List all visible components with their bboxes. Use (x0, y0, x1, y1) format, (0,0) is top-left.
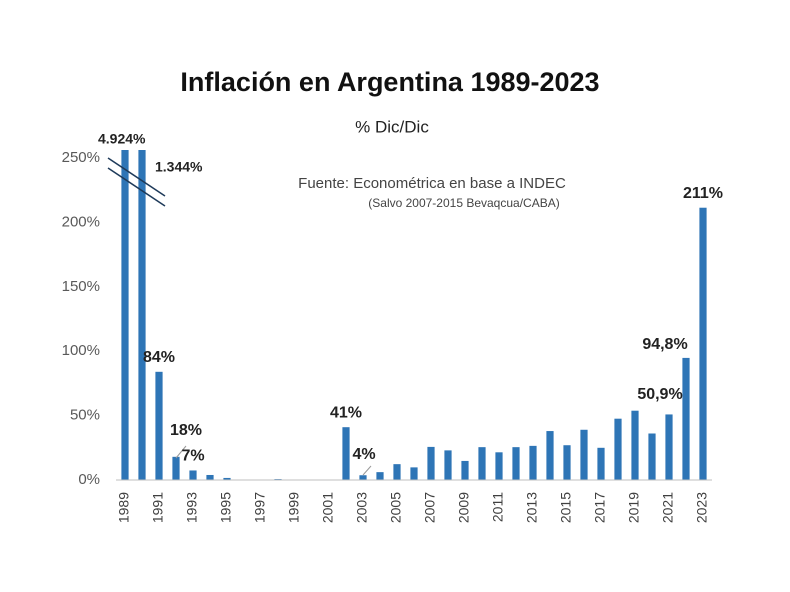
y-tick-label: 100% (62, 342, 100, 359)
x-tick-label: 2015 (558, 492, 574, 523)
bar (155, 371, 163, 480)
bar (631, 410, 639, 480)
source-note: Fuente: Econométrica en base a INDEC (298, 175, 566, 192)
axis-break (107, 157, 166, 197)
data-label: 84% (143, 349, 175, 366)
x-tick-label: 2013 (524, 492, 540, 523)
bar (461, 460, 469, 480)
x-tick-label: 1993 (184, 492, 200, 523)
bar (444, 450, 452, 480)
chart-title: Inflación en Argentina 1989-2023 (180, 67, 599, 97)
x-tick-label: 2001 (320, 492, 336, 523)
bar (512, 447, 520, 480)
x-tick-label: 2003 (354, 492, 370, 523)
plot-area (121, 150, 707, 480)
data-label: 4% (352, 446, 375, 463)
data-label: 41% (330, 404, 362, 421)
bar (546, 431, 554, 480)
x-tick-label: 2019 (626, 492, 642, 523)
bar (206, 474, 214, 480)
x-tick-label: 2017 (592, 492, 608, 523)
x-tick-label: 1991 (150, 492, 166, 523)
data-label: 18% (170, 422, 202, 439)
data-label: 211% (683, 185, 723, 202)
bar (376, 472, 384, 480)
bar (699, 207, 707, 480)
bar (223, 477, 231, 480)
bar (529, 445, 537, 480)
bar (410, 467, 418, 480)
x-tick-label: 2023 (694, 492, 710, 523)
bar (495, 452, 503, 480)
bar (580, 429, 588, 480)
x-tick-label: 2007 (422, 492, 438, 523)
bar (427, 446, 435, 480)
leader-line (175, 445, 187, 459)
x-tick-label: 2005 (388, 492, 404, 523)
x-tick-label: 1995 (218, 492, 234, 523)
bar (342, 427, 350, 480)
chart-subtitle: % Dic/Dic (355, 117, 429, 136)
x-tick-label: 2009 (456, 492, 472, 523)
bar (614, 418, 622, 480)
bar (682, 357, 690, 480)
bar (189, 470, 197, 480)
y-tick-label: 0% (78, 471, 100, 488)
bar (359, 475, 367, 480)
x-tick-label: 1999 (286, 492, 302, 523)
bar (478, 447, 486, 480)
bar (665, 414, 673, 480)
bar (121, 150, 129, 480)
bar (563, 445, 571, 480)
y-tick-label: 150% (62, 278, 100, 295)
axis-break (107, 167, 166, 207)
bar (172, 456, 180, 480)
x-tick-label: 1989 (116, 492, 132, 523)
x-tick-label: 1997 (252, 492, 268, 523)
leader-line (362, 465, 372, 476)
y-tick-label: 250% (62, 149, 100, 166)
bar (393, 464, 401, 480)
data-label: 1.344% (155, 159, 203, 175)
data-label: 50,9% (637, 386, 682, 403)
bar (597, 447, 605, 480)
x-tick-label: 2021 (660, 492, 676, 523)
source-note: (Salvo 2007-2015 Bevaqcua/CABA) (368, 196, 559, 210)
data-label: 94,8% (642, 336, 687, 353)
y-tick-label: 50% (70, 407, 100, 424)
y-tick-label: 200% (62, 213, 100, 230)
bar (138, 150, 146, 480)
data-label: 4.924% (98, 131, 146, 147)
data-label: 7% (181, 448, 204, 465)
bar (648, 433, 656, 480)
x-tick-label: 2011 (490, 492, 506, 522)
